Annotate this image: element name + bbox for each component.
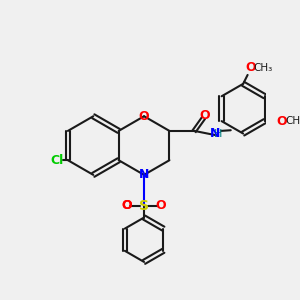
Text: O: O (122, 200, 133, 212)
Text: H: H (214, 129, 223, 139)
Text: O: O (122, 200, 133, 212)
Text: S: S (139, 199, 149, 213)
Text: O: O (156, 200, 166, 212)
Text: CH₃: CH₃ (253, 63, 272, 73)
Text: O: O (139, 110, 149, 123)
Text: Cl: Cl (51, 154, 64, 167)
Text: N: N (139, 168, 149, 182)
Text: O: O (276, 115, 287, 128)
Text: CH₃: CH₃ (285, 116, 300, 126)
Text: N: N (210, 127, 220, 140)
Text: O: O (245, 61, 256, 74)
Text: O: O (200, 109, 210, 122)
